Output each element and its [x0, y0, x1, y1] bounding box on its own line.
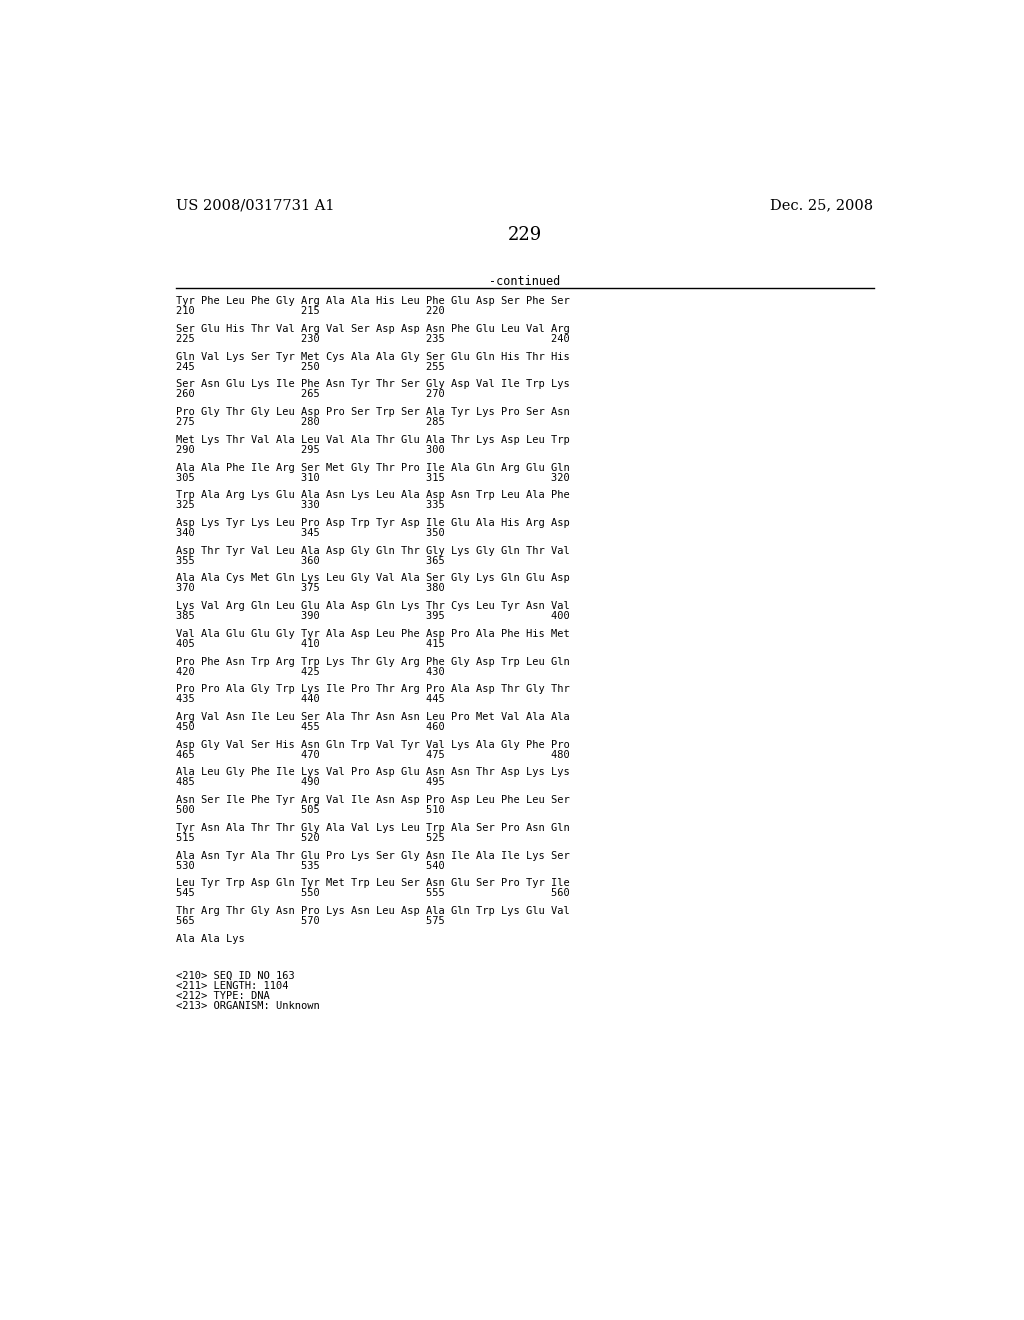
- Text: Asp Gly Val Ser His Asn Gln Trp Val Tyr Val Lys Ala Gly Phe Pro: Asp Gly Val Ser His Asn Gln Trp Val Tyr …: [176, 739, 569, 750]
- Text: Asp Lys Tyr Lys Leu Pro Asp Trp Tyr Asp Ile Glu Ala His Arg Asp: Asp Lys Tyr Lys Leu Pro Asp Trp Tyr Asp …: [176, 517, 569, 528]
- Text: 485                 490                 495: 485 490 495: [176, 777, 444, 788]
- Text: 435                 440                 445: 435 440 445: [176, 694, 444, 705]
- Text: 385                 390                 395                 400: 385 390 395 400: [176, 611, 569, 622]
- Text: Tyr Asn Ala Thr Thr Gly Ala Val Lys Leu Trp Ala Ser Pro Asn Gln: Tyr Asn Ala Thr Thr Gly Ala Val Lys Leu …: [176, 822, 569, 833]
- Text: Ser Glu His Thr Val Arg Val Ser Asp Asp Asn Phe Glu Leu Val Arg: Ser Glu His Thr Val Arg Val Ser Asp Asp …: [176, 323, 569, 334]
- Text: 210                 215                 220: 210 215 220: [176, 306, 444, 317]
- Text: 405                 410                 415: 405 410 415: [176, 639, 444, 649]
- Text: Ala Ala Cys Met Gln Lys Leu Gly Val Ala Ser Gly Lys Gln Glu Asp: Ala Ala Cys Met Gln Lys Leu Gly Val Ala …: [176, 573, 569, 583]
- Text: 245                 250                 255: 245 250 255: [176, 362, 444, 372]
- Text: Ala Leu Gly Phe Ile Lys Val Pro Asp Glu Asn Asn Thr Asp Lys Lys: Ala Leu Gly Phe Ile Lys Val Pro Asp Glu …: [176, 767, 569, 777]
- Text: 275                 280                 285: 275 280 285: [176, 417, 444, 428]
- Text: Trp Ala Arg Lys Glu Ala Asn Lys Leu Ala Asp Asn Trp Leu Ala Phe: Trp Ala Arg Lys Glu Ala Asn Lys Leu Ala …: [176, 490, 569, 500]
- Text: <213> ORGANISM: Unknown: <213> ORGANISM: Unknown: [176, 1001, 319, 1011]
- Text: 515                 520                 525: 515 520 525: [176, 833, 444, 843]
- Text: Thr Arg Thr Gly Asn Pro Lys Asn Leu Asp Ala Gln Trp Lys Glu Val: Thr Arg Thr Gly Asn Pro Lys Asn Leu Asp …: [176, 906, 569, 916]
- Text: Pro Gly Thr Gly Leu Asp Pro Ser Trp Ser Ala Tyr Lys Pro Ser Asn: Pro Gly Thr Gly Leu Asp Pro Ser Trp Ser …: [176, 407, 569, 417]
- Text: 420                 425                 430: 420 425 430: [176, 667, 444, 677]
- Text: Ala Ala Phe Ile Arg Ser Met Gly Thr Pro Ile Ala Gln Arg Glu Gln: Ala Ala Phe Ile Arg Ser Met Gly Thr Pro …: [176, 462, 569, 473]
- Text: Leu Tyr Trp Asp Gln Tyr Met Trp Leu Ser Asn Glu Ser Pro Tyr Ile: Leu Tyr Trp Asp Gln Tyr Met Trp Leu Ser …: [176, 878, 569, 888]
- Text: Asp Thr Tyr Val Leu Ala Asp Gly Gln Thr Gly Lys Gly Gln Thr Val: Asp Thr Tyr Val Leu Ala Asp Gly Gln Thr …: [176, 545, 569, 556]
- Text: Lys Val Arg Gln Leu Glu Ala Asp Gln Lys Thr Cys Leu Tyr Asn Val: Lys Val Arg Gln Leu Glu Ala Asp Gln Lys …: [176, 601, 569, 611]
- Text: Arg Val Asn Ile Leu Ser Ala Thr Asn Asn Leu Pro Met Val Ala Ala: Arg Val Asn Ile Leu Ser Ala Thr Asn Asn …: [176, 711, 569, 722]
- Text: 565                 570                 575: 565 570 575: [176, 916, 444, 927]
- Text: Pro Phe Asn Trp Arg Trp Lys Thr Gly Arg Phe Gly Asp Trp Leu Gln: Pro Phe Asn Trp Arg Trp Lys Thr Gly Arg …: [176, 656, 569, 667]
- Text: 290                 295                 300: 290 295 300: [176, 445, 444, 455]
- Text: 465                 470                 475                 480: 465 470 475 480: [176, 750, 569, 760]
- Text: Ala Ala Lys: Ala Ala Lys: [176, 933, 245, 944]
- Text: Ala Asn Tyr Ala Thr Glu Pro Lys Ser Gly Asn Ile Ala Ile Lys Ser: Ala Asn Tyr Ala Thr Glu Pro Lys Ser Gly …: [176, 850, 569, 861]
- Text: Asn Ser Ile Phe Tyr Arg Val Ile Asn Asp Pro Asp Leu Phe Leu Ser: Asn Ser Ile Phe Tyr Arg Val Ile Asn Asp …: [176, 795, 569, 805]
- Text: 305                 310                 315                 320: 305 310 315 320: [176, 473, 569, 483]
- Text: 355                 360                 365: 355 360 365: [176, 556, 444, 566]
- Text: Pro Pro Ala Gly Trp Lys Ile Pro Thr Arg Pro Ala Asp Thr Gly Thr: Pro Pro Ala Gly Trp Lys Ile Pro Thr Arg …: [176, 684, 569, 694]
- Text: Val Ala Glu Glu Gly Tyr Ala Asp Leu Phe Asp Pro Ala Phe His Met: Val Ala Glu Glu Gly Tyr Ala Asp Leu Phe …: [176, 628, 569, 639]
- Text: 530                 535                 540: 530 535 540: [176, 861, 444, 871]
- Text: Met Lys Thr Val Ala Leu Val Ala Thr Glu Ala Thr Lys Asp Leu Trp: Met Lys Thr Val Ala Leu Val Ala Thr Glu …: [176, 434, 569, 445]
- Text: 229: 229: [508, 226, 542, 244]
- Text: 340                 345                 350: 340 345 350: [176, 528, 444, 539]
- Text: <210> SEQ ID NO 163: <210> SEQ ID NO 163: [176, 970, 295, 981]
- Text: Ser Asn Glu Lys Ile Phe Asn Tyr Thr Ser Gly Asp Val Ile Trp Lys: Ser Asn Glu Lys Ile Phe Asn Tyr Thr Ser …: [176, 379, 569, 389]
- Text: Tyr Phe Leu Phe Gly Arg Ala Ala His Leu Phe Glu Asp Ser Phe Ser: Tyr Phe Leu Phe Gly Arg Ala Ala His Leu …: [176, 296, 569, 306]
- Text: -continued: -continued: [489, 276, 560, 289]
- Text: 225                 230                 235                 240: 225 230 235 240: [176, 334, 569, 345]
- Text: 450                 455                 460: 450 455 460: [176, 722, 444, 733]
- Text: <212> TYPE: DNA: <212> TYPE: DNA: [176, 991, 269, 1001]
- Text: 325                 330                 335: 325 330 335: [176, 500, 444, 511]
- Text: 500                 505                 510: 500 505 510: [176, 805, 444, 816]
- Text: US 2008/0317731 A1: US 2008/0317731 A1: [176, 198, 335, 213]
- Text: 545                 550                 555                 560: 545 550 555 560: [176, 888, 569, 899]
- Text: 370                 375                 380: 370 375 380: [176, 583, 444, 594]
- Text: <211> LENGTH: 1104: <211> LENGTH: 1104: [176, 981, 289, 991]
- Text: Dec. 25, 2008: Dec. 25, 2008: [770, 198, 873, 213]
- Text: Gln Val Lys Ser Tyr Met Cys Ala Ala Gly Ser Glu Gln His Thr His: Gln Val Lys Ser Tyr Met Cys Ala Ala Gly …: [176, 351, 569, 362]
- Text: 260                 265                 270: 260 265 270: [176, 389, 444, 400]
